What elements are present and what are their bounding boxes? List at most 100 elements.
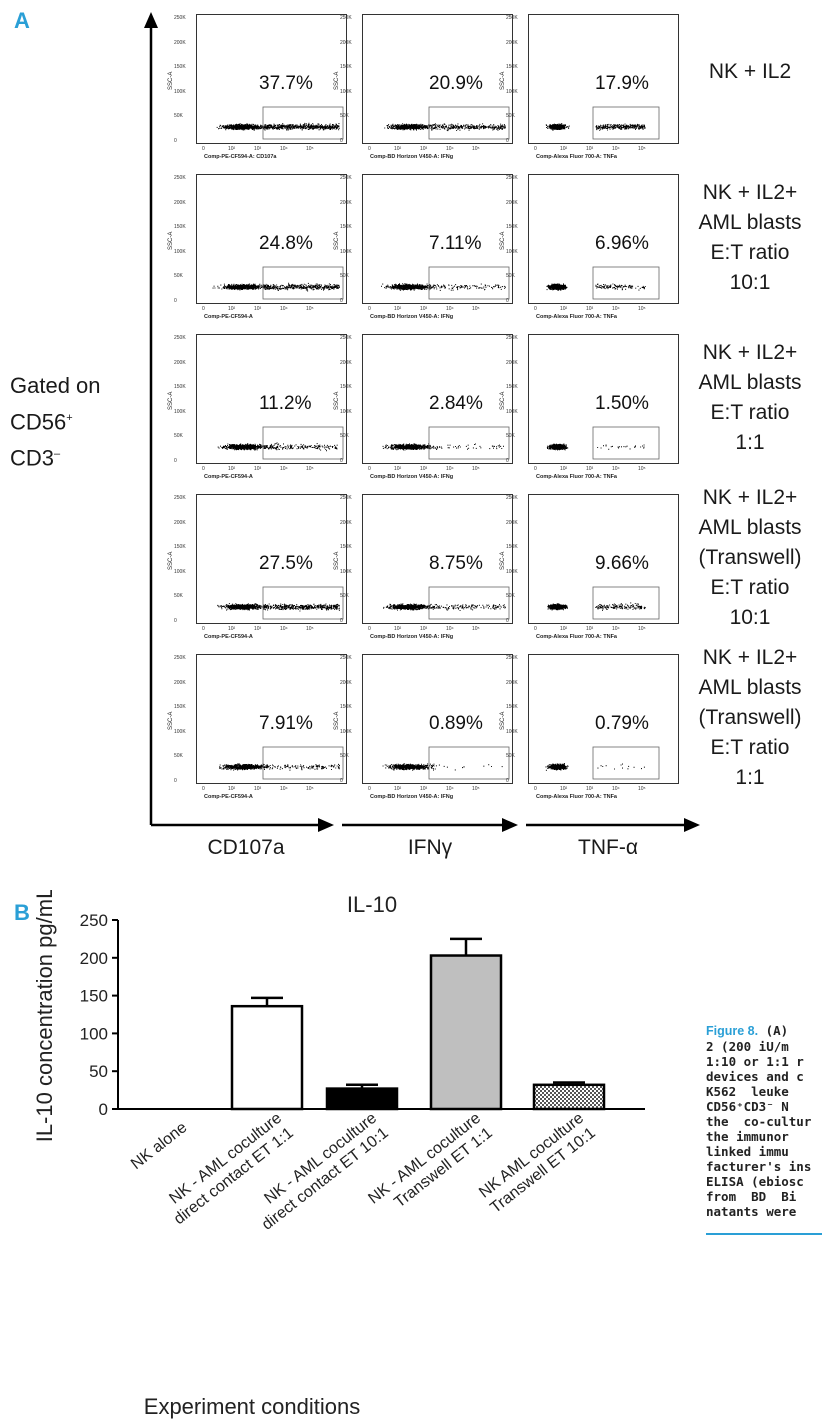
scatter-dots (216, 106, 344, 140)
gate-percentage: 24.8% (259, 233, 313, 254)
scatter-dots (545, 106, 660, 140)
x-tick-label: 10² (560, 786, 568, 792)
gate-rectangle (428, 106, 510, 140)
x-axis-channel-label: Comp-PE-CF594-A (204, 474, 253, 480)
gate-percentage: 6.96% (595, 233, 649, 254)
x-tick-label: 10³ (586, 786, 594, 792)
gate-percentage: 37.7% (259, 73, 313, 94)
x-tick-label: 10⁴ (446, 466, 454, 472)
caption-line: the co-cultur (706, 1114, 812, 1129)
flow-plot-r4-c2: 8.75% (362, 494, 513, 624)
y-tick-label: 100K (340, 248, 352, 255)
scatter-dots (546, 426, 660, 460)
flow-plot-r5-c3: 0.79% (528, 654, 679, 784)
y-tick-label: 0 (340, 457, 343, 464)
gate-rectangle (592, 266, 660, 300)
y-tick-label: 50K (340, 753, 349, 759)
x-tick-label: 10³ (586, 466, 594, 472)
y-tick-label: 100K (506, 568, 518, 575)
caption-line: facturer's ins (706, 1159, 812, 1174)
x-tick-label: 10³ (420, 146, 428, 152)
x-category-label: NK - AML cocultureTranswell ET 1:1 (365, 1110, 495, 1223)
x-tick-label: 10² (228, 786, 236, 792)
x-tick-label: 0 (202, 466, 205, 472)
y-tick-label: 200K (174, 359, 186, 366)
y-tick-label: 200K (506, 679, 518, 686)
y-tick-label: 50K (506, 433, 515, 439)
axis-label-tnfa: TNF-α (578, 836, 638, 859)
gate-percentage: 0.79% (595, 713, 649, 734)
flow-plot-r3-c1: 11.2% (196, 334, 347, 464)
caption-line: CD56⁺CD3⁻ N (706, 1099, 789, 1114)
condition-line: E:T ratio (710, 576, 790, 599)
y-tick-label: 50K (174, 433, 183, 439)
y-tick-label: 250K (340, 655, 352, 661)
y-tick-label: 100K (340, 408, 352, 415)
x-tick-label: 10³ (420, 786, 428, 792)
gate-rectangle (592, 586, 660, 620)
flow-plot-r5-c2: 0.89% (362, 654, 513, 784)
y-tick-label: 250K (174, 495, 186, 501)
x-axis-channel-label: Comp-PE-CF594-A (204, 314, 253, 320)
x-tick-label: 10³ (254, 466, 262, 472)
condition-line: 1:1 (735, 431, 765, 454)
flow-plot-r3-c3: 1.50% (528, 334, 679, 464)
y-tick-label: 200K (340, 199, 352, 206)
gate-rectangle (592, 106, 660, 140)
ssc-a-axis-label: SSC-A (168, 551, 174, 570)
x-tick-label: 10⁴ (446, 306, 454, 312)
gate-percentage: 2.84% (429, 393, 483, 414)
bar (230, 1004, 304, 1111)
y-tick-label: 50K (174, 593, 183, 599)
panel-a-letter: A (14, 8, 30, 33)
x-axis-channel-label: Comp-BD Horizon V450-A: IFNg (370, 314, 454, 320)
caption-line: the immunor (706, 1129, 789, 1144)
y-tick-label: 250 (80, 911, 108, 930)
y-tick-label: 50K (340, 113, 349, 119)
y-tick-label: 0 (99, 1100, 108, 1119)
x-tick-label: 10⁴ (446, 786, 454, 792)
gate-percentage: 1.50% (595, 393, 649, 414)
x-axis-channel-label: Comp-Alexa Fluor 700-A: TNFa (536, 794, 617, 800)
y-tick-label: 100K (174, 408, 186, 415)
flow-plot-r2-c2: 7.11% (362, 174, 513, 304)
x-tick-label: 10² (394, 146, 402, 152)
x-tick-label: 0 (534, 626, 537, 632)
y-tick-label: 250K (174, 335, 186, 341)
gate-percentage: 11.2% (259, 393, 312, 414)
x-tick-label: 10² (394, 626, 402, 632)
ssc-a-axis-label: SSC-A (500, 71, 506, 90)
ssc-a-axis-label: SSC-A (500, 391, 506, 410)
x-tick-label: 10⁵ (638, 306, 646, 312)
flow-plot-r4-c1: 27.5% (196, 494, 347, 624)
x-tick-label: 10⁴ (612, 786, 620, 792)
flow-plot-r5-c1: 7.91% (196, 654, 347, 784)
ssc-a-axis-label: SSC-A (168, 391, 174, 410)
ssc-a-axis-label: SSC-A (334, 71, 340, 90)
condition-line: E:T ratio (710, 736, 790, 759)
gate-percentage: 8.75% (429, 553, 483, 574)
y-tick-label: 0 (506, 617, 509, 624)
x-tick-label: 10⁴ (446, 146, 454, 152)
caption-line: from BD Bi (706, 1189, 797, 1204)
caption-line: devices and c (706, 1069, 804, 1084)
x-tick-label: 0 (368, 466, 371, 472)
axis-label-ifng: IFNγ (407, 836, 453, 859)
scatter-dots (382, 426, 510, 460)
ssc-a-axis-label: SSC-A (168, 71, 174, 90)
ssc-a-axis-label: SSC-A (500, 551, 506, 570)
y-tick-label: 50K (506, 753, 515, 759)
x-tick-label: 0 (368, 146, 371, 152)
y-tick-label: 100 (80, 1024, 108, 1043)
condition-line: AML blasts (698, 516, 802, 539)
x-tick-label: 10⁴ (612, 466, 620, 472)
x-axis-channel-label: Comp-PE-CF594-A (204, 634, 253, 640)
condition-line: 10:1 (729, 271, 771, 294)
ssc-a-axis-label: SSC-A (334, 391, 340, 410)
x-tick-label: 0 (534, 306, 537, 312)
caption-figure-label: Figure 8. (706, 1024, 759, 1038)
y-tick-label: 150K (340, 544, 352, 550)
y-tick-label: 50K (506, 273, 515, 279)
gate-percentage: 7.11% (429, 233, 482, 254)
y-tick-label: 200K (340, 39, 352, 46)
